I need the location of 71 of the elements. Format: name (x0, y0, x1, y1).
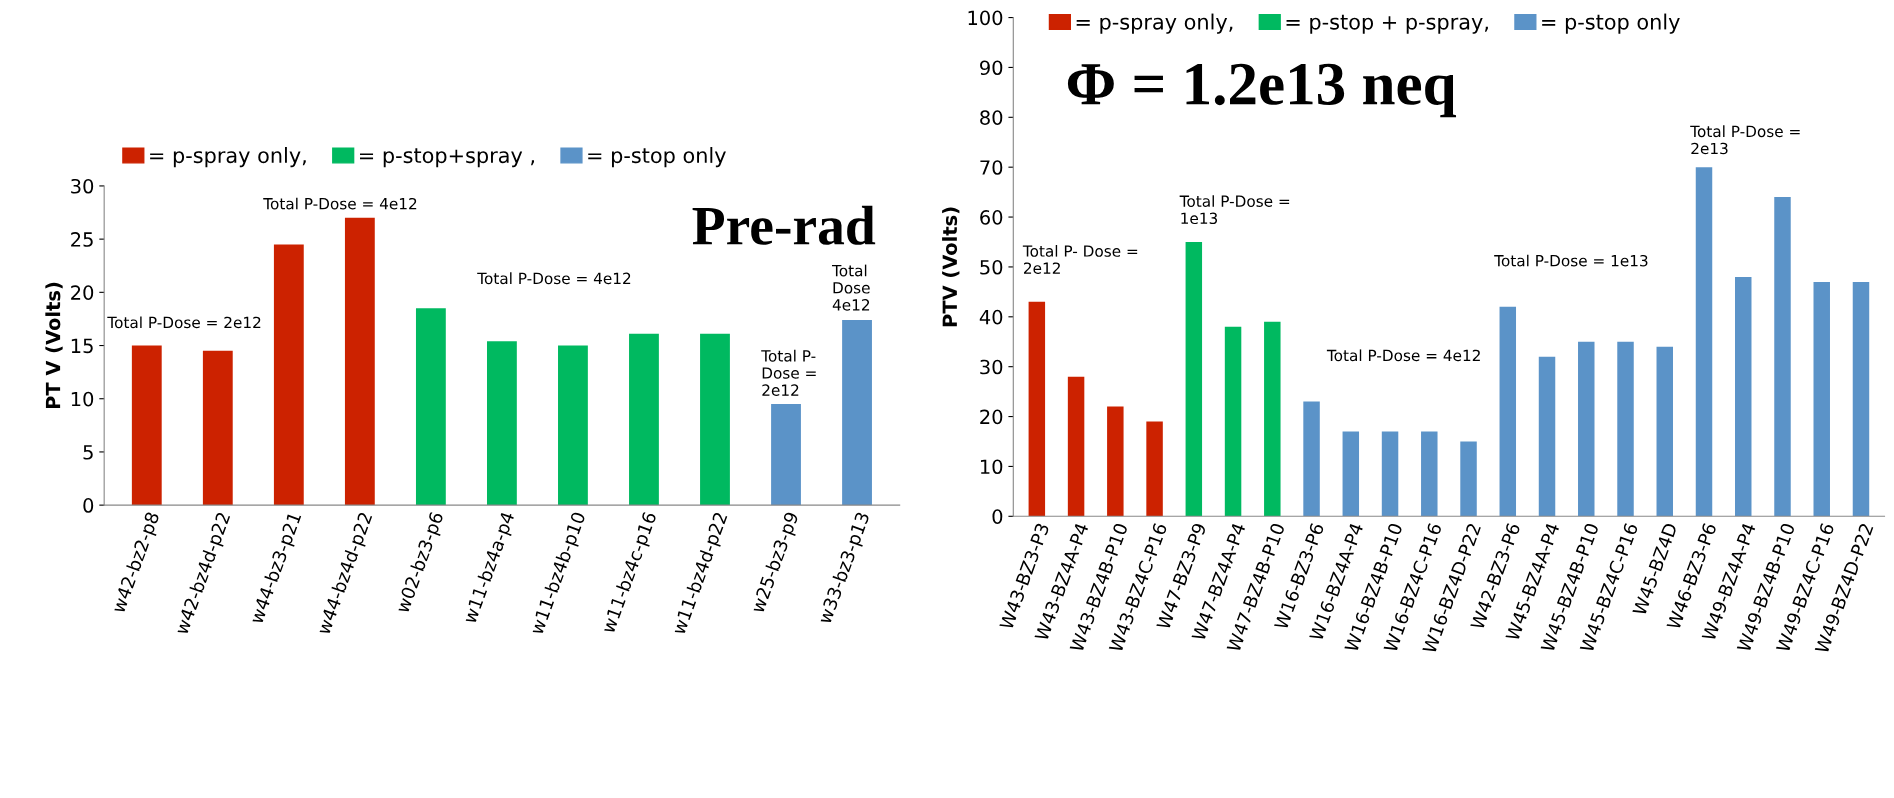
annotation: Total Dose 4e12 (831, 264, 870, 311)
y-tick-label: 100 (968, 10, 1003, 26)
y-tick-label: 20 (71, 285, 94, 300)
bar (1735, 276, 1752, 517)
text: Φ = 1.2e13 neq (1067, 63, 1457, 118)
legend-label: = p-stop only (588, 147, 726, 168)
bar (1303, 401, 1320, 517)
bar (1499, 306, 1517, 517)
bar (700, 333, 730, 506)
y-tick-label: 70 (980, 160, 1003, 175)
annotation: Total P-Dose = 2e12 (107, 316, 261, 329)
bar (1067, 376, 1085, 517)
bar (1617, 341, 1634, 517)
bar (1421, 431, 1438, 517)
bar (1852, 281, 1870, 517)
y-tick-label: 50 (980, 259, 1003, 275)
bar (1538, 356, 1556, 517)
bar (1185, 241, 1203, 517)
bar (1107, 406, 1124, 517)
y-tick-label: 60 (980, 210, 1003, 225)
bar (629, 333, 659, 506)
bar (344, 217, 375, 506)
y-tick-label: 30 (980, 359, 1003, 375)
bar (273, 244, 304, 506)
legend-label: = p-stop+spray , (360, 148, 535, 168)
y-axis-title: PT V (Volts) (45, 282, 63, 409)
y-tick-label: 10 (980, 459, 1003, 475)
legend-label: = p-stop only (1542, 13, 1680, 34)
y-tick-label: 90 (980, 60, 1003, 76)
bar (415, 308, 446, 506)
bar (1146, 421, 1163, 517)
bar (1264, 321, 1281, 517)
bar (1028, 301, 1046, 517)
chart-title: Pre-rad (692, 205, 876, 245)
legend-label: = p-stop + p-spray, (1286, 14, 1488, 34)
bar (1224, 326, 1242, 517)
y-tick-label: 15 (71, 338, 93, 354)
y-tick-label: 0 (83, 498, 94, 513)
bar (1342, 431, 1360, 517)
bar (842, 320, 872, 506)
annotation: Total P- Dose = 2e12 (761, 349, 816, 396)
y-axis-title: PTV (Volts) (942, 207, 960, 327)
annotation: Total P-Dose = 1e13 (1179, 195, 1290, 225)
annotation: Total P-Dose = 2e13 (1690, 125, 1800, 155)
y-tick-label: 30 (71, 178, 94, 194)
bar (1460, 441, 1477, 517)
y-tick-label: 20 (980, 409, 1003, 425)
bar (1578, 341, 1595, 517)
bar (771, 404, 801, 506)
bar (1774, 197, 1791, 517)
annotation: Total P- Dose = 2e12 (1022, 245, 1138, 274)
bar (1813, 281, 1830, 517)
annotation: Total P-Dose = 4e12 (263, 197, 417, 210)
legend-label: = p-spray only, (150, 147, 306, 168)
y-tick-label: 40 (979, 309, 1003, 325)
bar (1656, 346, 1673, 517)
bar (131, 345, 162, 506)
bar (1381, 431, 1399, 517)
y-tick-label: 0 (992, 509, 1003, 524)
y-tick-label: 80 (980, 110, 1003, 125)
bar (1695, 167, 1713, 517)
bar (558, 345, 588, 506)
y-tick-label: 25 (71, 232, 93, 247)
annotation: Total P-Dose = 4e12 (1326, 349, 1480, 362)
bar (486, 341, 517, 506)
legend-label: = p-spray only, (1076, 13, 1233, 34)
bar (202, 350, 233, 506)
annotation: Total P-Dose = 4e12 (477, 272, 631, 285)
annotation: Total P-Dose = 1e13 (1494, 254, 1648, 267)
y-tick-label: 10 (71, 391, 94, 407)
y-tick-label: 5 (83, 445, 93, 460)
